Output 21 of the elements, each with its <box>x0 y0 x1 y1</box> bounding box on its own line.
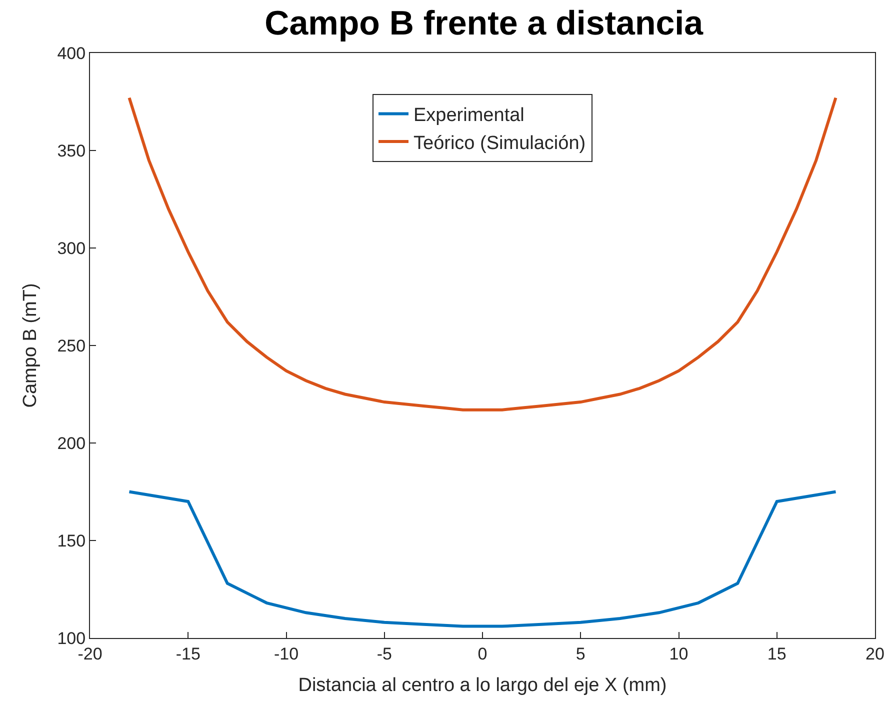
x-tick-label: 5 <box>576 644 586 664</box>
y-tick-label: 200 <box>57 434 86 453</box>
line-series <box>128 96 838 412</box>
x-tick-label: -10 <box>274 644 299 664</box>
y-axis-title: Campo B (mT) <box>20 283 42 408</box>
y-tick-label: 350 <box>57 141 86 160</box>
x-tick-label: -15 <box>176 644 200 664</box>
y-tick-label: 250 <box>57 336 86 356</box>
chart-title: Campo B frente a distancia <box>264 4 704 42</box>
x-tick-label: -5 <box>376 644 392 664</box>
y-tick-label: 150 <box>57 531 86 550</box>
x-axis-title: Distancia al centro a lo largo del eje X (mm) <box>298 675 667 696</box>
legend-label: Experimental <box>414 105 524 126</box>
legend-label: Teórico (Simulación) <box>414 132 586 154</box>
y-tick-label: 400 <box>57 44 86 63</box>
y-tick-label: 300 <box>57 238 86 258</box>
x-tick-label: 15 <box>767 644 786 664</box>
x-tick-label: 10 <box>669 644 688 664</box>
x-tick-label: 20 <box>866 644 884 664</box>
line-series <box>128 490 838 628</box>
x-tick-label: 0 <box>478 644 488 664</box>
